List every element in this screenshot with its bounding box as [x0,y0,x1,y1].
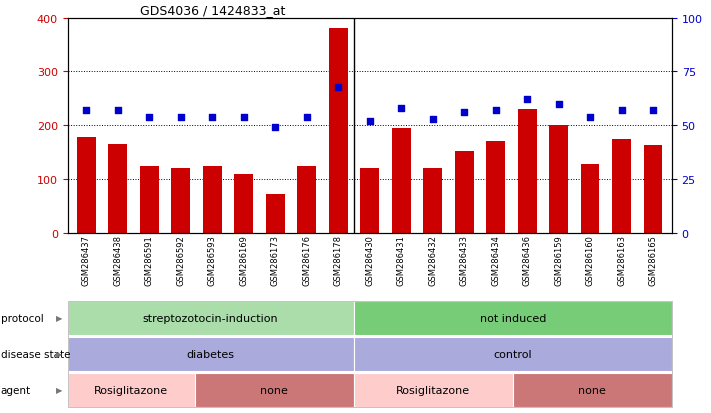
Text: agent: agent [1,385,31,395]
Point [269,125,281,131]
Bar [423,169,442,233]
Text: not induced: not induced [480,313,546,323]
Bar [581,165,599,233]
Point [81,108,92,114]
Text: Rosiglitazone: Rosiglitazone [396,385,471,395]
Point [238,114,250,121]
Text: GDS4036 / 1424833_at: GDS4036 / 1424833_at [140,5,285,17]
Point [301,114,312,121]
Bar [612,140,631,233]
Bar [643,146,663,233]
Text: none: none [260,385,288,395]
Bar [328,29,348,233]
Point [490,108,501,114]
Point [112,108,124,114]
Text: control: control [493,349,532,359]
Text: ▶: ▶ [55,313,63,323]
Point [333,84,344,90]
Text: ▶: ▶ [55,385,63,394]
Bar [486,142,505,233]
Point [459,110,470,116]
Bar [392,128,411,233]
Point [427,116,439,123]
Bar [518,110,537,233]
Bar [203,166,222,233]
Point [647,108,658,114]
Bar [297,166,316,233]
Point [553,101,565,108]
Point [616,108,627,114]
Text: Rosiglitazone: Rosiglitazone [94,385,169,395]
Text: disease state: disease state [1,349,70,359]
Bar [360,169,379,233]
Text: diabetes: diabetes [187,349,235,359]
Point [395,105,407,112]
Text: none: none [579,385,606,395]
Text: streptozotocin-induction: streptozotocin-induction [143,313,279,323]
Bar [266,194,284,233]
Text: protocol: protocol [1,313,43,323]
Point [144,114,155,121]
Bar [455,152,474,233]
Bar [109,145,127,233]
Bar [549,126,568,233]
Point [521,97,533,104]
Bar [140,166,159,233]
Point [207,114,218,121]
Point [364,119,375,125]
Point [175,114,186,121]
Point [584,114,596,121]
Bar [235,174,253,233]
Bar [77,138,96,233]
Bar [171,169,191,233]
Text: ▶: ▶ [55,349,63,358]
